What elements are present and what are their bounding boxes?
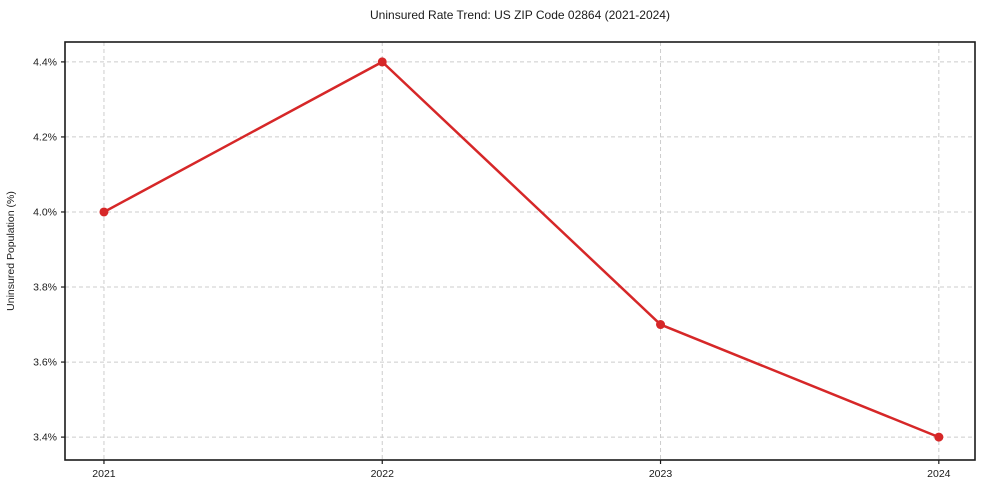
data-point: [934, 432, 944, 442]
y-tick-label: 3.4%: [33, 432, 57, 444]
plot-frame: [64, 41, 976, 461]
data-point: [377, 57, 387, 67]
y-tick-label: 4.0%: [33, 206, 57, 218]
data-point: [656, 320, 666, 330]
data-point: [99, 207, 109, 217]
x-tick-label: 2024: [927, 468, 951, 480]
y-tick-label: 3.6%: [33, 357, 57, 369]
chart-title: Uninsured Rate Trend: US ZIP Code 02864 …: [370, 8, 670, 22]
y-tick-label: 4.2%: [33, 131, 57, 143]
y-tick-label: 3.8%: [33, 282, 57, 294]
x-tick-label: 2023: [649, 468, 673, 480]
y-tick-label: 4.4%: [33, 56, 57, 68]
series-line: [102, 60, 941, 439]
y-axis-label: Uninsured Population (%): [5, 191, 17, 311]
x-tick-label: 2022: [371, 468, 395, 480]
x-tick-label: 2021: [92, 468, 116, 480]
